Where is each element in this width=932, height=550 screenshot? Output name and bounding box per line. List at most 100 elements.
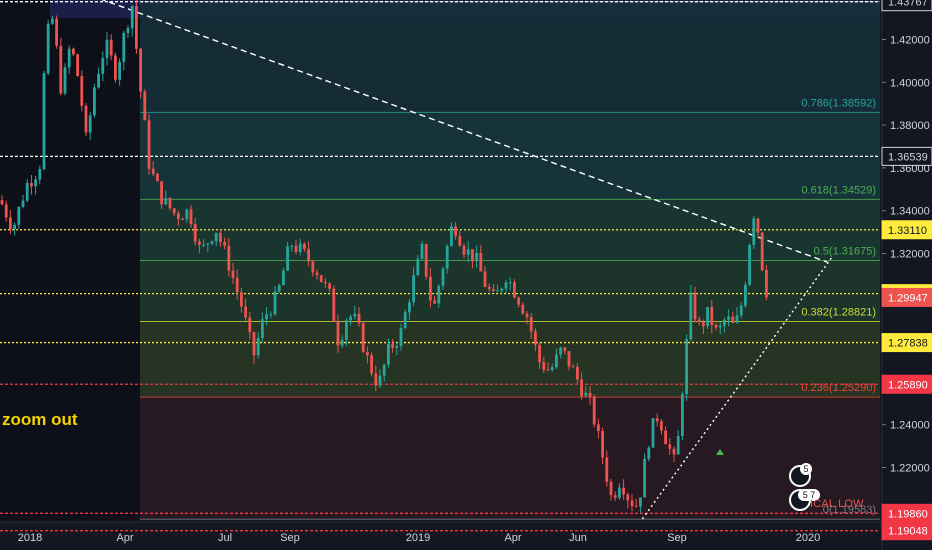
candle-body: [219, 232, 222, 243]
fib-zone-4: [140, 321, 880, 398]
x-tick-label-7: Sep: [667, 532, 687, 544]
price-label-4: 1.29947: [888, 292, 928, 304]
candle-body: [697, 319, 701, 323]
candle-body: [286, 246, 289, 271]
candle-body: [685, 339, 688, 395]
candle-body: [298, 243, 302, 252]
candle-body: [223, 242, 226, 246]
candle-body: [584, 392, 588, 397]
fib-zone-0: [140, 1, 880, 113]
candle-body: [135, 6, 138, 49]
candle-body: [571, 366, 575, 368]
candle-body: [634, 506, 638, 508]
candle-body: [744, 284, 747, 306]
candle-body: [80, 76, 84, 106]
candle-body: [710, 307, 714, 325]
candle-body: [231, 270, 235, 278]
candle-body: [59, 45, 63, 94]
candle-body: [559, 347, 562, 355]
candle-body: [17, 206, 21, 225]
candle-body: [723, 319, 726, 326]
candle-body: [328, 283, 331, 289]
y-tick-label-9: 1.22000: [890, 463, 930, 475]
candle-body: [244, 306, 247, 318]
candle-body: [454, 226, 457, 236]
candle-body: [46, 23, 50, 74]
candle-body: [395, 345, 399, 348]
notification-badge-top[interactable]: 5: [789, 463, 812, 487]
x-tick-label-3: Sep: [280, 532, 300, 544]
price-label-box-4: [881, 287, 932, 307]
price-label-box-6: [881, 374, 932, 394]
x-tick-label-4: 2019: [406, 532, 430, 544]
candle-body: [189, 209, 193, 225]
candle-body: [13, 224, 16, 230]
candle-body: [97, 73, 100, 88]
price-label-7: 1.19860: [888, 508, 928, 520]
candle-body: [206, 243, 210, 245]
candle-body: [706, 307, 709, 327]
price-label-box-8: [881, 521, 932, 541]
candle-body: [235, 277, 239, 293]
candle-body: [450, 226, 453, 247]
candle-body: [143, 91, 147, 121]
candle-body: [63, 67, 67, 94]
y-tick-label-4: 1.34000: [890, 206, 930, 218]
candle-body: [193, 224, 197, 242]
candle-body: [147, 120, 151, 169]
candle-body: [475, 253, 478, 262]
candle-body: [382, 364, 386, 376]
candle-body: [349, 316, 352, 321]
candle-body: [9, 217, 12, 230]
historical-low-label: ICAL LOW: [810, 498, 864, 510]
candle-body: [340, 339, 344, 346]
candle-body: [739, 305, 743, 316]
candle-body: [353, 313, 357, 317]
candle-body: [118, 61, 121, 80]
candle-body: [0, 200, 4, 205]
y-tick-label-1: 1.40000: [890, 77, 930, 89]
candle-body: [109, 39, 113, 56]
notification-badge-bottom[interactable]: 5 7: [789, 489, 820, 511]
candle-body: [261, 319, 264, 338]
zoom-note: zoom out: [2, 410, 78, 429]
candle-body: [487, 286, 491, 290]
candle-body: [139, 48, 142, 92]
x-tick-label-8: 2020: [796, 532, 820, 544]
candle-body: [172, 208, 176, 214]
candle-body: [752, 218, 756, 245]
candle-body: [630, 500, 634, 507]
candle-body: [67, 48, 71, 68]
candle-body: [651, 418, 655, 448]
candle-body: [647, 447, 651, 459]
candle-body: [252, 332, 256, 356]
candle-body: [597, 424, 600, 431]
y-tick-label-0: 1.42000: [890, 35, 930, 47]
candle-body: [504, 282, 508, 289]
candle-body: [151, 168, 155, 174]
y-tick-label-2: 1.38000: [890, 120, 930, 132]
candle-body: [429, 276, 432, 301]
x-tick-label-1: Apr: [116, 532, 133, 544]
candle-body: [181, 218, 184, 220]
candle-body: [538, 344, 541, 363]
candle-body: [265, 314, 268, 320]
candle-body: [198, 241, 201, 245]
candle-body: [471, 249, 474, 262]
x-tick-label-0: 2018: [18, 532, 42, 544]
candle-body: [689, 292, 693, 340]
price-label-0: 1.43767: [888, 0, 928, 9]
trend-line-uptrend: [641, 257, 833, 520]
candle-body: [441, 268, 445, 286]
candle-body: [214, 232, 218, 242]
candle-body: [269, 314, 273, 316]
candle-body: [412, 275, 415, 303]
candle-body: [567, 351, 571, 367]
candle-body: [114, 55, 117, 80]
y-tick-label-5: 1.32000: [890, 249, 930, 261]
candle-body: [748, 244, 751, 285]
candle-body: [613, 495, 617, 498]
candle-body: [668, 444, 672, 449]
